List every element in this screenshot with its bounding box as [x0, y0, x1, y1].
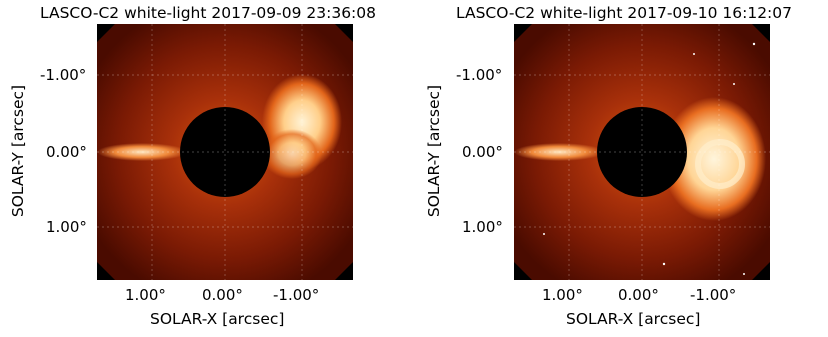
- panel-2-title: LASCO-C2 white-light 2017-09-10 16:12:07: [456, 4, 793, 22]
- panel-2-xtick: 0.00°: [618, 286, 659, 304]
- panel-2-xtick: 1.00°: [542, 286, 583, 304]
- panel-2-image: [514, 24, 770, 280]
- panel-1-xtick: 1.00°: [125, 286, 166, 304]
- panel-1-ytick: -1.00°: [40, 66, 87, 84]
- panel-2-ytick: -1.00°: [456, 66, 503, 84]
- panel-1-ytick: 0.00°: [46, 143, 87, 161]
- panel-1-xtick: -1.00°: [273, 286, 320, 304]
- streamer-2: [514, 143, 604, 161]
- corona-image-1: [97, 24, 353, 280]
- panel-1-image: [97, 24, 353, 280]
- panel-2-ytick: 1.00°: [462, 218, 503, 236]
- panel-2-ytick: 0.00°: [462, 143, 503, 161]
- occulter-2: [597, 107, 687, 197]
- corona-image-2: [514, 24, 770, 280]
- panel-1-title: LASCO-C2 white-light 2017-09-09 23:36:08: [40, 4, 377, 22]
- panel-1-ylabel: SOLAR-Y [arcsec]: [9, 84, 27, 218]
- panel-2-ylabel: SOLAR-Y [arcsec]: [425, 84, 443, 218]
- streamer-1: [97, 143, 187, 161]
- panel-1-xlabel: SOLAR-X [arcsec]: [150, 310, 285, 328]
- panel-2-xtick: -1.00°: [690, 286, 737, 304]
- panel-2-xlabel: SOLAR-X [arcsec]: [566, 310, 701, 328]
- occulter-1: [180, 107, 270, 197]
- panel-1-ytick: 1.00°: [46, 218, 87, 236]
- panel-1-xtick: 0.00°: [202, 286, 243, 304]
- cme-2: [662, 97, 766, 221]
